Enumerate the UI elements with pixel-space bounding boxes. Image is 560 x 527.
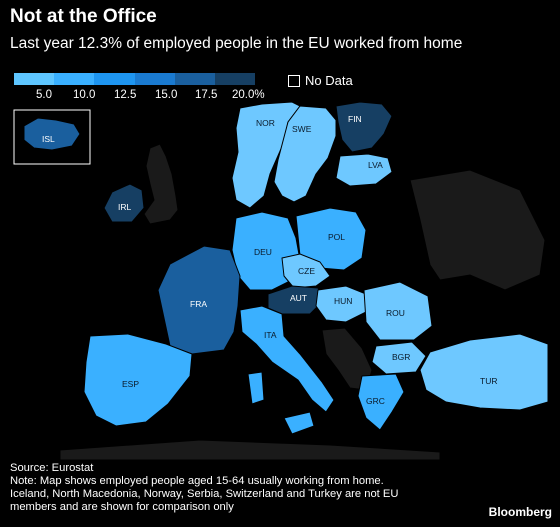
country-fra (157, 245, 241, 355)
legend-swatch (214, 73, 256, 85)
label-fra: FRA (190, 299, 207, 309)
country-ita (239, 305, 335, 413)
country-lva (335, 153, 393, 187)
note-line-1: Note: Map shows employed people aged 15-… (10, 475, 384, 487)
country-irl (103, 183, 145, 223)
label-ita: ITA (264, 330, 277, 340)
label-tur: TUR (480, 376, 497, 386)
country-swe (273, 105, 337, 203)
legend-swatch (134, 73, 175, 85)
note-line-2: Iceland, North Macedonia, Norway, Serbia… (10, 488, 399, 500)
legend-tick-label: 12.5 (114, 89, 137, 101)
label-bgr: BGR (392, 352, 410, 362)
source-line: Source: Eurostat (10, 462, 94, 474)
label-swe: SWE (292, 124, 312, 134)
legend-swatch (94, 73, 135, 85)
country-bgr (371, 341, 427, 375)
country-fin (335, 101, 393, 153)
label-lva: LVA (368, 160, 383, 170)
no-data-swatch (288, 74, 300, 87)
non-data-land (59, 143, 546, 460)
legend-ticks: 5.0 10.0 12.5 15.0 17.5 20.0% (14, 89, 265, 103)
africa-coast (59, 439, 441, 460)
label-hun: HUN (334, 296, 352, 306)
countries (23, 101, 549, 435)
country-hun (315, 285, 367, 323)
label-irl: IRL (118, 202, 132, 212)
bloomberg-logo: Bloomberg (488, 505, 552, 519)
note-line-3: members and are shown for comparison onl… (10, 501, 234, 513)
footnote: Source: Eurostat Note: Map shows employe… (10, 462, 490, 514)
legend-color-bar (14, 73, 256, 85)
label-grc: GRC (366, 396, 385, 406)
color-legend: 5.0 10.0 12.5 15.0 17.5 20.0% (14, 73, 265, 103)
country-nor (231, 101, 301, 209)
country-rou (363, 281, 433, 341)
no-data-legend: No Data (288, 73, 353, 88)
label-cze: CZE (298, 266, 315, 276)
label-aut: AUT (290, 293, 307, 303)
country-esp (83, 333, 193, 427)
eastern-europe-land (409, 169, 546, 291)
label-fin: FIN (348, 114, 362, 124)
legend-tick-label: 20.0% (232, 89, 265, 101)
legend-tick-label: 5.0 (36, 89, 52, 101)
map-title: Not at the Office (10, 6, 157, 27)
country-isl (23, 117, 81, 151)
legend-tick-label: 10.0 (73, 89, 96, 101)
label-rou: ROU (386, 308, 405, 318)
legend-swatch (54, 73, 95, 85)
no-data-label: No Data (305, 73, 353, 88)
iceland-inset-frame (13, 109, 91, 165)
legend-swatch (174, 73, 215, 85)
legend-tick-label: 15.0 (155, 89, 178, 101)
country-cze (281, 253, 331, 289)
map-subtitle: Last year 12.3% of employed people in th… (10, 35, 463, 52)
country-labels: ISL NOR SWE FIN LVA IRL DEU POL CZE AUT … (42, 114, 497, 406)
europe-map: ISL NOR SWE FIN LVA IRL DEU POL CZE AUT … (13, 101, 549, 460)
country-tur (419, 333, 549, 411)
country-grc (357, 373, 405, 431)
legend-swatch (14, 73, 55, 85)
legend-tick-label: 17.5 (195, 89, 218, 101)
label-esp: ESP (122, 379, 139, 389)
label-nor: NOR (256, 118, 275, 128)
country-ita-sicily (283, 411, 315, 435)
label-pol: POL (328, 232, 345, 242)
uk-land (143, 143, 179, 225)
label-deu: DEU (254, 247, 272, 257)
country-ita-sardinia (247, 371, 265, 405)
label-isl: ISL (42, 134, 55, 144)
